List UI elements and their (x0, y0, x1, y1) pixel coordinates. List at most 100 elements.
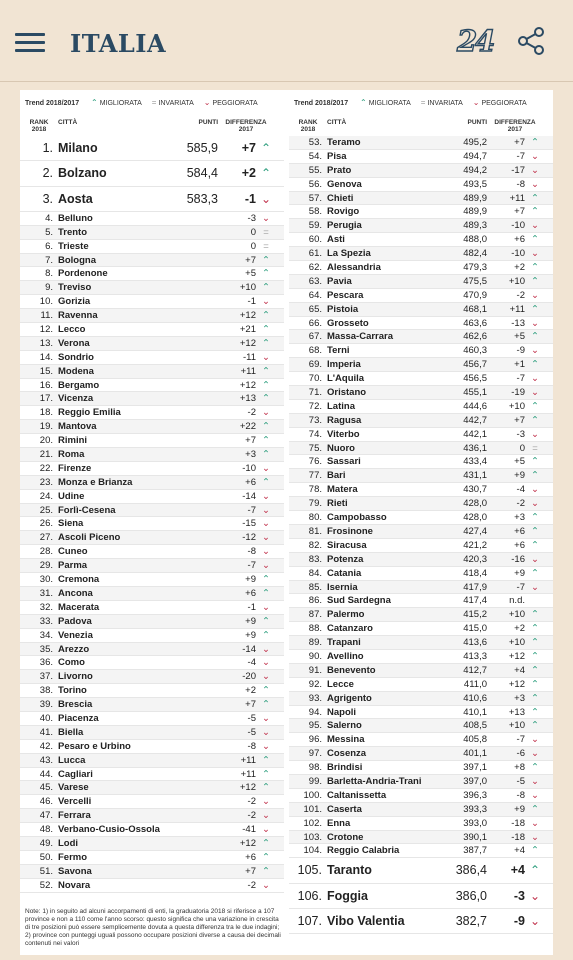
trend-up-icon: ⌃ (262, 685, 270, 697)
table-row: 29. Parma -7 ⌄ (20, 559, 284, 574)
points-cell: 462,6 (463, 331, 487, 343)
diff-cell: +6 (514, 525, 525, 537)
diff-cell: +13 (239, 393, 256, 405)
rank-cell: 46. (39, 796, 53, 808)
trend-up-icon: ⌃ (262, 268, 270, 280)
table-row: 105. Taranto 386,4 +4 ⌃ (289, 858, 553, 884)
trend-up-icon: ⌃ (531, 706, 539, 718)
trend-down-icon: ⌄ (262, 740, 270, 752)
diff-cell: +11 (509, 303, 525, 315)
table-row: 83. Potenza 420,3 -16 ⌄ (289, 552, 553, 567)
trend-down-icon: ⌄ (531, 775, 539, 787)
rank-cell: 55. (308, 164, 322, 176)
equal-icon: = (151, 98, 157, 107)
diff-cell: -3 (513, 888, 525, 903)
city-cell: Brindisi (327, 762, 363, 774)
rank-cell: 33. (39, 615, 53, 627)
table-row: 56. Genova 493,5 -8 ⌄ (289, 178, 553, 192)
rank-cell: 22. (39, 462, 53, 474)
points-cell: 413,6 (463, 637, 487, 649)
trend-down-icon: ⌄ (262, 796, 270, 808)
city-cell: Mantova (58, 421, 97, 433)
rows-left: 1. Milano 585,9 +7 ⌃ 2. Bolzano 584,4 +2 ⌃ 3. Aosta… (20, 136, 284, 893)
city-cell: Messina (327, 734, 365, 746)
rank-cell: 19. (39, 421, 53, 433)
diff-cell: +7 (245, 435, 256, 447)
city-cell: Reggio Calabria (327, 845, 400, 857)
legend-title: Trend 2018/2017 (294, 100, 349, 107)
table-row: 45. Varese +12 ⌃ (20, 781, 284, 796)
diff-cell: -2 (247, 407, 256, 419)
table-row: 11. Ravenna +12 ⌃ (20, 309, 284, 324)
rank-cell: 37. (39, 671, 53, 683)
diff-cell: +8 (514, 762, 525, 774)
diff-cell: -7 (516, 150, 525, 162)
city-cell: Genova (327, 178, 362, 190)
table-row: 89. Trapani 413,6 +10 ⌃ (289, 636, 553, 650)
table-row: 31. Ancona +6 ⌃ (20, 586, 284, 601)
diff-cell: +12 (508, 650, 525, 662)
diff-cell: +2 (241, 166, 256, 181)
rank-cell: 80. (308, 512, 322, 524)
city-cell: Frosinone (327, 525, 373, 537)
rank-cell: 64. (308, 289, 322, 301)
table-row: 24. Udine -14 ⌄ (20, 490, 284, 504)
city-cell: Prato (327, 164, 352, 176)
rank-cell: 41. (39, 726, 53, 738)
city-cell: Vicenza (58, 393, 94, 405)
city-cell: Venezia (58, 629, 93, 641)
city-cell: Vibo Valentia (327, 913, 405, 928)
city-cell: Pesaro e Urbino (58, 740, 131, 752)
diff-cell: +2 (514, 262, 525, 274)
city-cell: Milano (58, 141, 98, 155)
table-row: 50. Fermo +6 ⌃ (20, 851, 284, 865)
table-row: 14. Sondrio -11 ⌄ (20, 351, 284, 365)
city-cell: Perugia (327, 220, 362, 232)
diff-cell: +7 (514, 206, 525, 218)
city-cell: Reggio Emilia (58, 407, 121, 419)
city-cell: Trieste (58, 240, 89, 252)
rank-cell: 86. (308, 595, 322, 607)
share-icon[interactable] (516, 26, 546, 56)
diff-cell: +9 (514, 567, 525, 579)
city-cell: Taranto (327, 863, 372, 878)
hamburger-menu-icon[interactable] (15, 33, 45, 53)
trend-up-icon: ⌃ (262, 574, 270, 586)
points-cell: 583,3 (186, 191, 218, 206)
points-cell: 430,7 (463, 484, 487, 496)
rank-cell: 83. (308, 553, 322, 565)
sole24ore-logo[interactable]: 24 (456, 23, 496, 58)
rank-cell: 57. (308, 192, 322, 204)
rank-cell: 28. (39, 546, 53, 558)
points-cell: 411,0 (463, 678, 487, 690)
rank-cell: 82. (308, 539, 322, 551)
caret-down-icon: ⌄ (203, 98, 211, 107)
ranking-column-right: Trend 2018/2017 ⌃ MIGLIORATA = INVARIATA… (289, 90, 553, 955)
trend-down-icon: ⌄ (531, 734, 539, 746)
trend-up-icon: ⌃ (531, 456, 539, 468)
rank-cell: 97. (308, 748, 322, 760)
points-cell: 431,1 (463, 470, 487, 482)
city-cell: Matera (327, 484, 358, 496)
city-cell: Forlì-Cesena (58, 504, 116, 516)
trend-up-icon: ⌃ (531, 664, 539, 676)
rank-cell: 68. (308, 345, 322, 357)
points-cell: 387,7 (463, 845, 487, 857)
diff-cell: -4 (247, 657, 256, 669)
diff-cell: -10 (242, 462, 256, 474)
points-cell: 413,3 (463, 650, 487, 662)
diff-cell: +11 (240, 754, 256, 766)
city-cell: Caltanissetta (327, 789, 387, 801)
legend-worse: PEGGIORATA (212, 100, 258, 107)
rank-cell: 101. (303, 803, 323, 815)
trend-up-icon: ⌃ (531, 567, 539, 579)
diff-cell: +11 (240, 768, 256, 780)
city-cell: Lucca (58, 754, 86, 766)
points-cell: 418,4 (463, 567, 487, 579)
rank-cell: 36. (39, 657, 53, 669)
points-cell: 463,6 (463, 317, 487, 329)
diff-cell: -3 (247, 212, 256, 224)
table-header: RANK 2018 CITTÀ PUNTI DIFFERENZA 2017 (20, 119, 284, 135)
points-cell: 460,3 (463, 345, 487, 357)
rows-right: 53. Teramo 495,2 +7 ⌃ 54. Pisa 494,7 -7 ⌄ 55. Prato… (289, 136, 553, 935)
